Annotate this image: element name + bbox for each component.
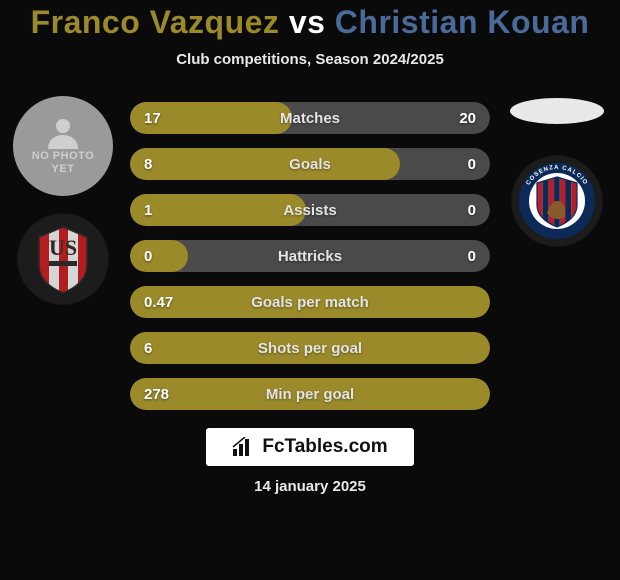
stat-row: 17Matches20 [130, 102, 490, 134]
brand-text: FcTables.com [262, 436, 387, 458]
stat-row: 0Hattricks0 [130, 240, 490, 272]
avatar-text-line1: NO PHOTO [32, 151, 94, 162]
stat-label: Assists [130, 202, 490, 219]
stat-label: Goals [130, 156, 490, 173]
stat-label: Goals per match [130, 294, 490, 311]
player1-club-badge: US [18, 214, 108, 304]
player2-name: Christian Kouan [335, 4, 590, 40]
player1-avatar: NO PHOTO YET [13, 96, 113, 196]
stat-row: 1Assists0 [130, 194, 490, 226]
stat-label: Hattricks [130, 248, 490, 265]
cosenza-crest-icon: COSENZA CALCIO [517, 161, 597, 241]
avatar-text-line2: YET [52, 164, 75, 175]
subtitle: Club competitions, Season 2024/2025 [176, 51, 444, 68]
bar-chart-icon [232, 437, 254, 457]
comparison-body: NO PHOTO YET US [0, 96, 620, 410]
avatar-placeholder-content: NO PHOTO YET [32, 117, 94, 175]
footer: FcTables.com 14 january 2025 [206, 428, 413, 495]
stat-val-right: 0 [468, 156, 476, 173]
player2-avatar [510, 98, 604, 124]
stats-column: 17Matches208Goals01Assists00Hattricks00.… [130, 102, 490, 410]
stat-row: 6Shots per goal [130, 332, 490, 364]
brand-badge[interactable]: FcTables.com [206, 428, 413, 466]
stat-content: 278Min per goal [130, 378, 490, 410]
player2-club-badge: COSENZA CALCIO [512, 156, 602, 246]
svg-text:US: US [49, 235, 77, 260]
stat-val-left: 17 [144, 110, 161, 127]
date: 14 january 2025 [254, 478, 366, 495]
stat-row: 0.47Goals per match [130, 286, 490, 318]
stat-val-right: 20 [459, 110, 476, 127]
page-title: Franco Vazquez vs Christian Kouan [31, 4, 590, 41]
left-column: NO PHOTO YET US [8, 96, 118, 304]
vs-text: vs [289, 4, 326, 40]
stat-row: 8Goals0 [130, 148, 490, 180]
stat-content: 0Hattricks0 [130, 240, 490, 272]
stat-val-left: 278 [144, 386, 169, 403]
stat-row: 278Min per goal [130, 378, 490, 410]
stat-content: 6Shots per goal [130, 332, 490, 364]
stat-content: 8Goals0 [130, 148, 490, 180]
stat-val-left: 6 [144, 340, 152, 357]
stat-val-left: 0.47 [144, 294, 173, 311]
comparison-card: Franco Vazquez vs Christian Kouan Club c… [0, 0, 620, 580]
player1-name: Franco Vazquez [31, 4, 280, 40]
stat-content: 1Assists0 [130, 194, 490, 226]
stat-val-left: 1 [144, 202, 152, 219]
stat-val-right: 0 [468, 248, 476, 265]
stat-val-right: 0 [468, 202, 476, 219]
stat-content: 17Matches20 [130, 102, 490, 134]
stat-content: 0.47Goals per match [130, 286, 490, 318]
stat-label: Matches [130, 110, 490, 127]
stat-val-left: 0 [144, 248, 152, 265]
stat-val-left: 8 [144, 156, 152, 173]
right-column: COSENZA CALCIO [502, 96, 612, 246]
stat-label: Min per goal [130, 386, 490, 403]
cremonese-crest-icon: US [33, 223, 93, 295]
stat-label: Shots per goal [130, 340, 490, 357]
person-silhouette-icon [44, 117, 82, 149]
